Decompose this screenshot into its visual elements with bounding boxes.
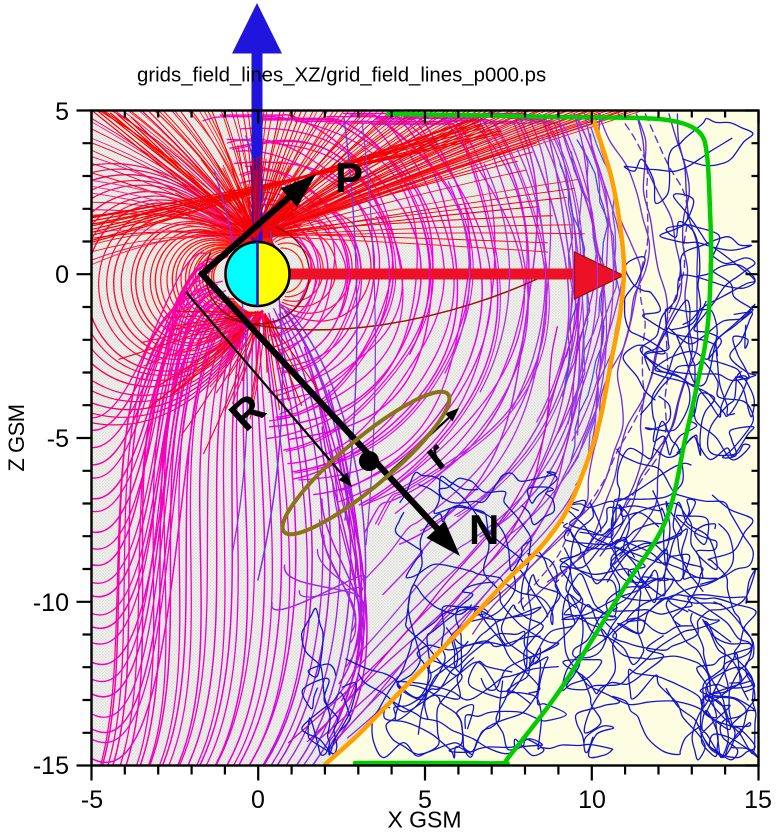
- svg-text:grids_field_lines_XZ/grid_fiel: grids_field_lines_XZ/grid_field_lines_p0…: [137, 65, 546, 87]
- svg-text:Z GSM: Z GSM: [4, 404, 29, 471]
- svg-text:-10: -10: [33, 589, 69, 617]
- svg-text:0: 0: [251, 786, 265, 814]
- svg-text:15: 15: [744, 786, 772, 814]
- svg-text:-5: -5: [81, 786, 103, 814]
- svg-text:5: 5: [418, 786, 432, 814]
- svg-text:0: 0: [55, 261, 69, 289]
- svg-text:X GSM: X GSM: [387, 807, 461, 833]
- svg-text:-5: -5: [47, 425, 69, 453]
- svg-text:-15: -15: [33, 752, 69, 780]
- svg-text:P: P: [335, 154, 363, 201]
- svg-text:N: N: [469, 506, 499, 553]
- svg-text:5: 5: [55, 98, 69, 126]
- svg-text:10: 10: [578, 786, 606, 814]
